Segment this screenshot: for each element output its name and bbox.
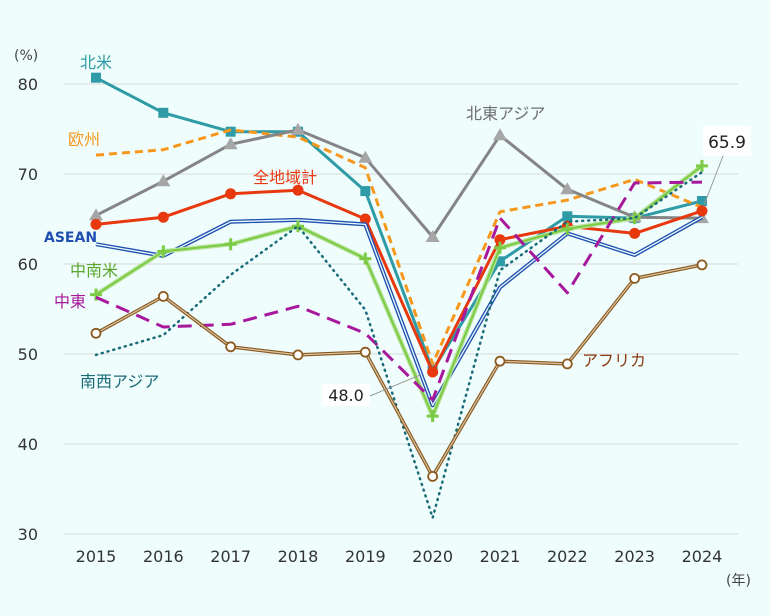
series-8 — [90, 259, 708, 482]
data-point — [225, 188, 237, 200]
data-point — [560, 182, 575, 195]
data-point — [292, 184, 304, 196]
series-line — [95, 128, 703, 366]
x-tick-label: 2020 — [412, 547, 453, 566]
x-tick-label: 2023 — [614, 547, 655, 566]
series-line — [95, 180, 702, 402]
data-point — [493, 241, 506, 254]
data-point — [359, 346, 371, 358]
data-point — [561, 358, 573, 370]
annotation-2020: 48.0 — [322, 374, 421, 406]
annotation-2020-value: 48.0 — [328, 386, 364, 405]
series-label: 中南米 — [70, 261, 118, 280]
x-tick-label: 2021 — [480, 547, 521, 566]
x-tick-label: 2015 — [76, 547, 117, 566]
annotation-2024-value: 65.9 — [708, 133, 746, 153]
x-tick-label: 2016 — [143, 547, 184, 566]
y-tick-label: 80 — [18, 75, 38, 94]
data-point — [291, 220, 304, 233]
data-point — [695, 159, 708, 172]
y-tick-label: 30 — [18, 525, 38, 544]
series-label: アフリカ — [582, 351, 646, 370]
data-point — [562, 211, 573, 222]
data-point — [225, 341, 237, 353]
data-point — [494, 234, 506, 246]
data-point — [427, 470, 439, 482]
series-7 — [94, 170, 704, 520]
series-label: 欧州 — [68, 130, 100, 149]
series-5 — [90, 159, 708, 423]
series-1 — [95, 128, 703, 366]
y-tick-label: 60 — [18, 255, 38, 274]
data-point — [492, 128, 507, 141]
data-point — [158, 107, 169, 118]
data-point — [494, 256, 505, 267]
series-2 — [89, 122, 709, 242]
series-label: 中東 — [54, 292, 86, 311]
data-point — [157, 245, 170, 258]
y-unit-label: (%) — [14, 48, 38, 64]
x-tick-label: 2017 — [210, 547, 251, 566]
series-line-glow — [94, 164, 704, 419]
data-point — [696, 205, 708, 217]
data-point — [225, 126, 236, 137]
data-point — [224, 238, 237, 251]
data-point — [157, 211, 169, 223]
data-point — [359, 252, 372, 265]
x-unit-label: (年) — [726, 573, 751, 589]
series-line — [95, 76, 703, 372]
series-line-inner — [95, 264, 703, 477]
series-label: 北米 — [80, 53, 112, 72]
data-point — [629, 227, 641, 239]
series-6 — [95, 180, 702, 402]
data-point — [561, 222, 574, 235]
series-label: ASEAN — [44, 230, 97, 246]
annotation-2024: 65.9 — [703, 126, 751, 206]
data-point — [629, 272, 641, 284]
x-tick-label: 2022 — [547, 547, 588, 566]
x-tick-label: 2018 — [278, 547, 319, 566]
series-line-inner — [95, 216, 703, 406]
series-3 — [90, 184, 708, 378]
series-line — [95, 215, 703, 408]
series-label: 全地域計 — [253, 168, 317, 187]
series-0 — [91, 72, 707, 376]
series-line — [95, 188, 703, 374]
data-point — [90, 218, 102, 230]
data-point — [89, 208, 103, 221]
y-tick-label: 40 — [18, 435, 38, 454]
data-point — [425, 230, 440, 242]
series-line — [94, 170, 704, 520]
x-tick-label: 2024 — [682, 547, 723, 566]
data-point — [426, 410, 439, 423]
data-point — [90, 327, 102, 339]
data-point — [223, 137, 238, 150]
data-point — [696, 196, 707, 206]
series-4 — [95, 215, 703, 408]
data-point — [427, 366, 439, 378]
data-point — [360, 186, 371, 197]
series-label: 南西アジア — [80, 372, 159, 391]
y-tick-label: 70 — [18, 165, 38, 184]
x-tick-label: 2019 — [345, 547, 386, 566]
data-point — [494, 355, 506, 367]
data-point — [157, 290, 169, 302]
data-point — [696, 259, 708, 271]
series-label: 北東アジア — [466, 104, 545, 123]
y-tick-label: 50 — [18, 345, 38, 364]
data-point — [156, 174, 171, 187]
data-point — [358, 150, 373, 163]
data-point — [91, 72, 101, 83]
data-point — [292, 349, 304, 361]
data-point — [290, 122, 305, 135]
data-point — [359, 213, 371, 225]
series-line — [95, 128, 702, 239]
series-line — [95, 165, 703, 418]
